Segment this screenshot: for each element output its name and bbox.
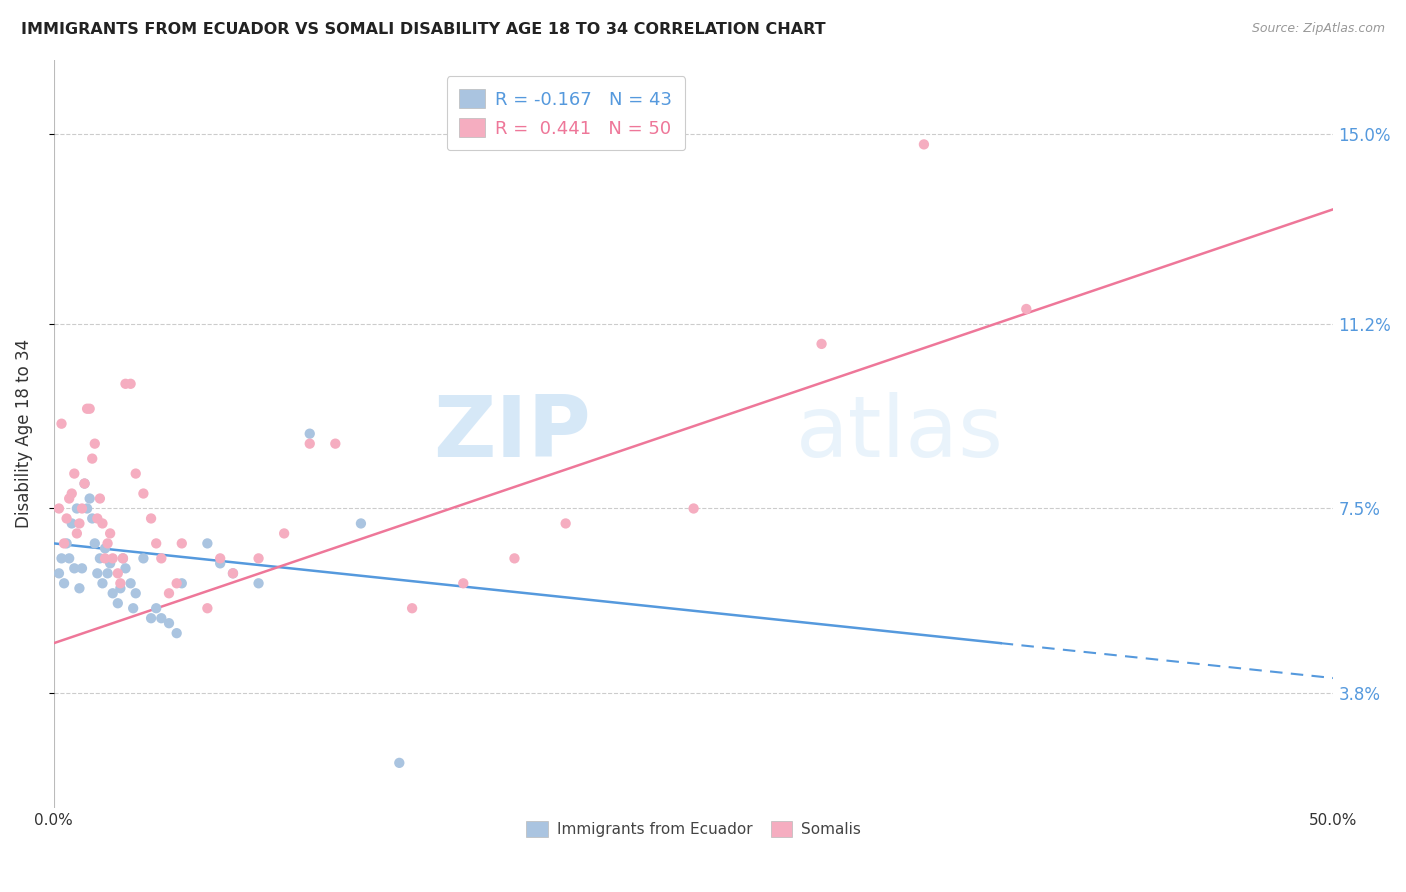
Point (60, 516, 83, 531)
Point (86, 566, 108, 581)
Point (53, 536, 76, 550)
Text: atlas: atlas (796, 392, 1004, 475)
Point (150, 611, 173, 625)
Point (48, 501, 70, 516)
Point (388, 756, 411, 770)
Point (48, 566, 70, 581)
Point (107, 596, 129, 610)
Point (195, 601, 218, 615)
Point (122, 601, 145, 615)
Point (91, 516, 114, 531)
Point (298, 436, 321, 450)
Point (222, 566, 245, 581)
Point (273, 526, 295, 541)
Text: ZIP: ZIP (433, 392, 592, 475)
Point (94, 551, 117, 566)
Point (55, 536, 77, 550)
Point (73, 476, 96, 491)
Point (150, 551, 173, 566)
Point (554, 516, 576, 531)
Point (79, 491, 101, 506)
Point (63, 467, 86, 481)
Point (91, 576, 114, 591)
Point (89, 491, 111, 506)
Point (89, 551, 111, 566)
Legend: Immigrants from Ecuador, Somalis: Immigrants from Ecuador, Somalis (519, 814, 869, 845)
Point (70, 561, 93, 575)
Point (503, 551, 526, 566)
Point (66, 526, 89, 541)
Point (111, 551, 134, 566)
Point (114, 561, 136, 575)
Point (73, 476, 96, 491)
Point (1015, 301, 1038, 316)
Point (114, 376, 136, 391)
Point (120, 576, 142, 591)
Point (810, 337, 832, 351)
Point (912, 137, 935, 152)
Point (209, 557, 232, 571)
Point (98, 526, 121, 541)
Point (145, 536, 167, 550)
Point (125, 467, 148, 481)
Point (350, 516, 373, 531)
Point (125, 586, 148, 600)
Point (157, 586, 180, 600)
Point (66, 501, 89, 516)
Point (132, 551, 155, 566)
Point (101, 551, 124, 566)
Point (76, 401, 98, 416)
Point (97, 536, 120, 550)
Point (79, 401, 101, 416)
Point (145, 601, 167, 615)
Point (325, 436, 347, 450)
Point (58, 551, 80, 566)
Y-axis label: Disability Age 18 to 34: Disability Age 18 to 34 (15, 339, 32, 528)
Point (86, 511, 108, 525)
Point (83, 536, 105, 550)
Point (111, 551, 134, 566)
Point (157, 616, 180, 631)
Point (401, 601, 423, 615)
Point (76, 501, 98, 516)
Point (51, 417, 73, 431)
Point (107, 566, 129, 581)
Point (51, 551, 73, 566)
Point (166, 626, 188, 640)
Point (67, 582, 90, 596)
Point (60, 486, 83, 500)
Point (67, 516, 90, 531)
Point (132, 486, 155, 500)
Point (139, 611, 162, 625)
Point (97, 566, 120, 581)
Point (70, 501, 93, 516)
Point (110, 582, 132, 596)
Point (82, 451, 104, 466)
Point (110, 576, 132, 591)
Point (94, 541, 117, 556)
Point (170, 536, 193, 550)
Point (209, 551, 232, 566)
Point (55, 511, 77, 525)
Point (195, 536, 218, 550)
Point (170, 576, 193, 591)
Text: Source: ZipAtlas.com: Source: ZipAtlas.com (1251, 22, 1385, 36)
Point (101, 586, 124, 600)
Point (58, 491, 80, 506)
Point (166, 576, 188, 591)
Point (682, 501, 704, 516)
Point (63, 561, 86, 575)
Point (98, 557, 121, 571)
Point (453, 576, 475, 591)
Point (120, 376, 142, 391)
Point (247, 576, 270, 591)
Point (82, 511, 104, 525)
Point (53, 576, 76, 591)
Point (222, 566, 245, 581)
Point (83, 436, 105, 450)
Point (247, 551, 270, 566)
Point (139, 511, 162, 525)
Point (298, 426, 321, 441)
Text: IMMIGRANTS FROM ECUADOR VS SOMALI DISABILITY AGE 18 TO 34 CORRELATION CHART: IMMIGRANTS FROM ECUADOR VS SOMALI DISABI… (21, 22, 825, 37)
